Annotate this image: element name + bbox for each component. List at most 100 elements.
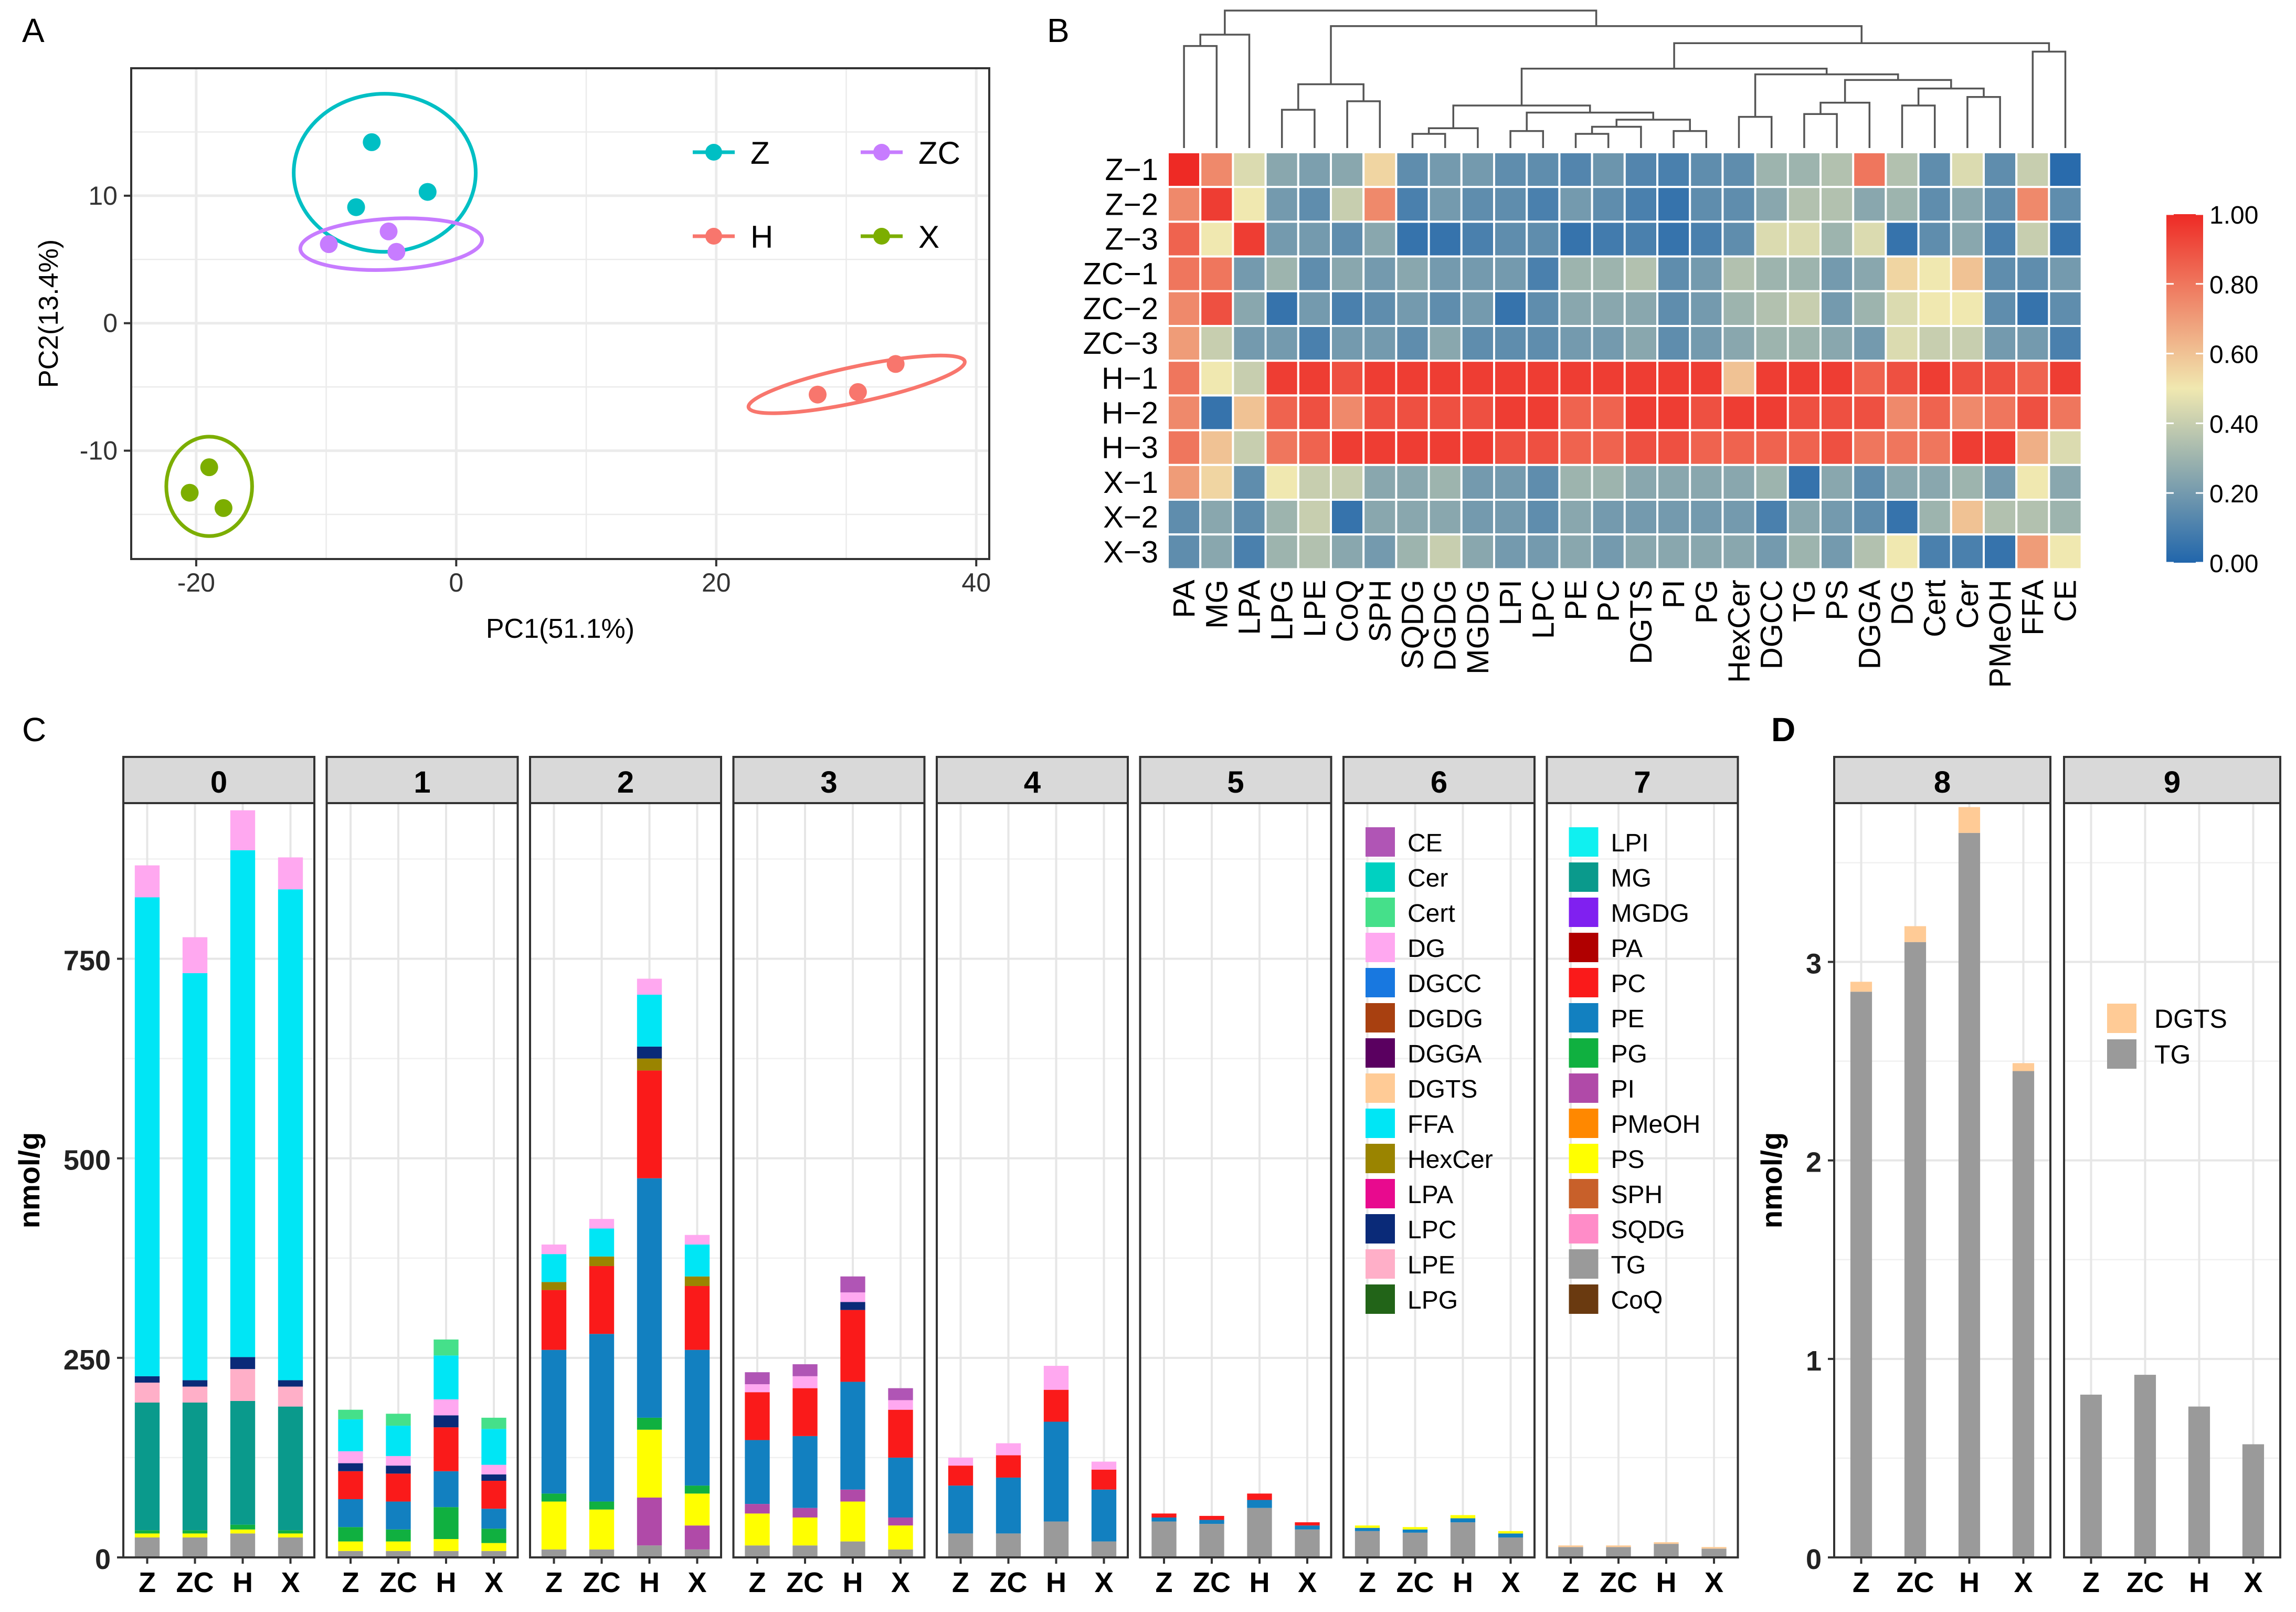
bar-segment-pe: [338, 1499, 363, 1527]
bar-segment-tg: [2012, 1071, 2035, 1557]
bar-segment-pc: [1043, 1389, 1069, 1422]
heatmap-cell: [1264, 429, 1299, 466]
heatmap-cell: [1819, 290, 1855, 327]
facet-strip-label: 2: [617, 765, 634, 799]
heatmap-cell: [1591, 394, 1626, 431]
legend-key: [1366, 1073, 1395, 1103]
heatmap-cell: [2048, 463, 2083, 501]
heatmap-cell: [1852, 360, 1887, 397]
bar-segment-tg: [1558, 1547, 1583, 1557]
heatmap-cell: [1983, 186, 2018, 223]
bar-segment-ps: [278, 1533, 303, 1537]
heatmap-cell: [1885, 220, 1920, 258]
heatmap-cell: [1852, 255, 1887, 292]
legend-label: DGGA: [1408, 1040, 1482, 1068]
bar-segment-pc: [1091, 1469, 1117, 1490]
heatmap-cell: [1526, 463, 1561, 501]
panel-letter-d: D: [1771, 711, 1795, 749]
heatmap-cell: [1427, 394, 1463, 431]
legend-label: HexCer: [1408, 1146, 1493, 1174]
bar-segment-pe: [1247, 1500, 1272, 1508]
legend-key: [1366, 1249, 1395, 1279]
bar-segment-ffa: [541, 1254, 567, 1282]
bar-segment-tg: [1043, 1521, 1069, 1557]
heatmap-cell: [1232, 325, 1267, 362]
y-tick-label: 3: [1806, 949, 1822, 980]
heatmap-cell: [1819, 499, 1855, 536]
bar-segment-pe: [1355, 1527, 1380, 1531]
legend-key: [1569, 1249, 1599, 1279]
heatmap-cell: [1558, 290, 1593, 327]
heatmap-cell: [1917, 325, 1952, 362]
heatmap-cell: [2048, 151, 2083, 188]
dendrogram-branch: [1427, 127, 1479, 148]
bar-segment-pg: [433, 1507, 459, 1540]
heatmap-cell: [1558, 463, 1593, 501]
heatmap-cell: [1264, 325, 1299, 362]
dendrogram-branch: [1346, 100, 1381, 148]
heatmap-cell: [1754, 499, 1789, 536]
heatmap-cell: [1786, 360, 1822, 397]
heatmap-cell: [1232, 220, 1267, 258]
heatmap-column-label: DG: [1886, 580, 1920, 625]
colorbar-tick-label: 1.00: [2209, 202, 2258, 229]
heatmap-row-label: ZC−1: [1083, 257, 1158, 291]
bar-segment-dg: [637, 978, 662, 995]
x-tick-label: H: [1453, 1567, 1473, 1598]
heatmap-cell: [1167, 290, 1202, 327]
legend-label: CoQ: [1611, 1287, 1663, 1314]
bar-segment-pe: [996, 1477, 1021, 1534]
y-tick-label: 250: [64, 1344, 111, 1376]
bar-segment-tg: [134, 1537, 160, 1557]
legend-key: [1569, 933, 1599, 962]
heatmap-cell: [1983, 220, 2018, 258]
heatmap-cell: [1493, 533, 1528, 571]
legend-key: [2107, 1004, 2136, 1033]
heatmap-column-label: PG: [1689, 580, 1723, 624]
x-tick-label: X: [484, 1567, 503, 1598]
heatmap-cell: [1983, 151, 2018, 188]
dendrogram-branch: [1803, 113, 1838, 148]
bar-segment-hexcer: [589, 1256, 615, 1266]
bar-segment-ffa: [278, 889, 303, 1381]
heatmap-cell: [1232, 151, 1267, 188]
plot-background: [131, 68, 989, 559]
heatmap-cell: [1786, 186, 1822, 223]
bar-segment-dg: [433, 1399, 459, 1416]
heatmap-cell: [1427, 290, 1463, 327]
heatmap-cell: [1656, 255, 1691, 292]
heatmap-cell: [1917, 429, 1952, 466]
heatmap-cell: [1526, 429, 1561, 466]
legend-key: [1569, 898, 1599, 927]
heatmap-row-label: H−2: [1102, 396, 1158, 430]
heatmap-cell: [1917, 394, 1952, 431]
heatmap-cell: [1526, 499, 1561, 536]
heatmap-cell: [1395, 533, 1430, 571]
bar-segment-ffa: [481, 1429, 506, 1465]
scatter-point-z: [418, 183, 437, 201]
bar-segment-dg: [1091, 1461, 1117, 1470]
heatmap-cell: [1199, 499, 1234, 536]
bar-segment-ffa: [230, 850, 256, 1357]
bar-segment-pe: [888, 1457, 913, 1518]
bar-segment-mg: [182, 1402, 208, 1531]
heatmap-cell: [1264, 186, 1299, 223]
x-tick-label: ZC: [1396, 1567, 1434, 1598]
dendrogram-branch: [1901, 104, 1936, 148]
heatmap-cell: [1362, 325, 1398, 362]
heatmap-cell: [1558, 394, 1593, 431]
heatmap-cell: [1395, 220, 1430, 258]
heatmap-cell: [2015, 220, 2050, 258]
bar-segment-dg: [888, 1400, 913, 1410]
heatmap-cell: [1786, 325, 1822, 362]
heatmap-cell: [2048, 429, 2083, 466]
heatmap-column-label: Cer: [1951, 580, 1985, 628]
facet-border: [1546, 802, 1739, 1558]
bar-segment-pg: [278, 1530, 303, 1534]
bar-segment-ps: [637, 1429, 662, 1498]
heatmap-cell: [1395, 360, 1430, 397]
x-tick-label: X: [281, 1567, 300, 1598]
facet-border: [732, 802, 926, 1558]
heatmap-column-label: PS: [1820, 580, 1854, 620]
